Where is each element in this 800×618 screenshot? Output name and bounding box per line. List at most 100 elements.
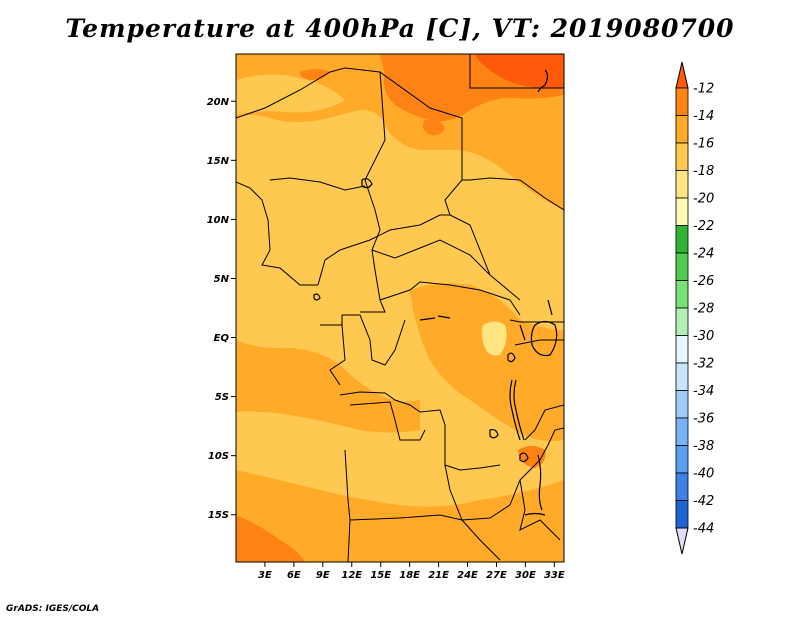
border-path — [364, 71, 386, 211]
colorbar-label: -22 — [693, 219, 714, 234]
lon-tick-label: 6E — [287, 570, 301, 581]
colorbar-top-arrow — [675, 61, 689, 89]
lake-malawi — [537, 454, 543, 511]
colorbar-band — [675, 417, 689, 446]
lon-tick-label: 15E — [370, 570, 391, 581]
colorbar-band — [675, 252, 689, 281]
lon-tick-label: 27E — [486, 570, 507, 581]
colorbar-label: -24 — [693, 247, 714, 262]
border-path — [344, 449, 351, 562]
colorbar-band — [675, 307, 689, 336]
border-path — [371, 239, 491, 276]
lakes — [313, 69, 558, 516]
colorbar-band — [675, 335, 689, 364]
lon-tick-label: 9E — [316, 570, 330, 581]
field-cool-patch — [481, 321, 507, 356]
border-path — [379, 281, 521, 316]
border-path — [236, 67, 521, 301]
colorbar-label: -14 — [693, 109, 714, 124]
field-band-west — [236, 340, 420, 433]
field-band-east — [410, 283, 564, 442]
lat-tick-label: 10S — [208, 451, 229, 462]
colorbar-band — [675, 170, 689, 199]
lake-tanganyika — [509, 379, 525, 441]
temperature-field — [236, 54, 564, 562]
colorbar-band — [675, 445, 689, 474]
lon-tick-label: 18E — [399, 570, 420, 581]
lake-mweru — [489, 428, 499, 439]
colorbar-label: -32 — [693, 357, 714, 372]
chart-title: Temperature at 400hPa [C], VT: 201908070… — [65, 14, 735, 43]
border-path — [462, 177, 564, 211]
lat-tick-label: 5S — [215, 392, 229, 403]
lat-tick-label: 15N — [207, 156, 230, 167]
colorbar-label: -18 — [693, 164, 714, 179]
field-hot-sw — [236, 515, 305, 562]
longitude-axis: 3E 6E 9E 12E 15E 18E 21E 24E 27E 30E 33E — [258, 562, 565, 581]
lat-tick-label: 5N — [214, 274, 230, 285]
colorbar-band — [675, 115, 689, 144]
colorbar-label: -44 — [693, 522, 714, 537]
border-path — [317, 214, 450, 286]
latitude-axis: 20N 15N 10N 5N EQ 5S 10S 15S — [207, 97, 236, 521]
lat-tick-label: 15S — [208, 510, 229, 521]
border-path — [360, 209, 386, 313]
lon-tick-label: 30E — [515, 570, 536, 581]
lake-lake-chad — [361, 178, 373, 189]
colorbar-label: -38 — [693, 439, 714, 454]
lake-victoria — [530, 320, 558, 357]
colorbar-label: -36 — [693, 412, 714, 427]
field-hot-ne — [475, 54, 564, 89]
field-band-south — [236, 470, 564, 562]
border-path — [320, 314, 406, 366]
lake-kivu — [507, 352, 516, 363]
lon-tick-label: 12E — [341, 570, 362, 581]
colorbar-band — [675, 500, 689, 529]
colorbar-band — [675, 142, 689, 171]
lake-coastal — [313, 293, 321, 301]
border-path — [329, 324, 346, 386]
colorbar-band — [675, 472, 689, 501]
border-path — [339, 391, 501, 471]
colorbar-label: -28 — [693, 302, 714, 317]
field-warm-spot-1 — [423, 119, 445, 136]
colorbar: -12 -14 -16 -18 -20 -22 -24 -26 -28 -30 -32 -34 -36 -… — [675, 61, 714, 555]
colorbar-bottom-arrow — [675, 527, 689, 555]
map-frame — [235, 53, 565, 563]
border-path — [269, 177, 366, 191]
country-borders — [236, 54, 564, 562]
colorbar-band — [675, 280, 689, 309]
border-path — [519, 479, 561, 541]
field-warm-spot-2 — [300, 69, 330, 80]
lon-tick-label: 33E — [544, 570, 565, 581]
colorbar-label: -20 — [693, 192, 714, 207]
colorbar-band — [675, 197, 689, 226]
border-path — [524, 404, 564, 441]
lon-tick-label: 21E — [428, 570, 449, 581]
lake-rudolf — [547, 299, 553, 316]
lake-lualaba — [419, 315, 451, 321]
border-path — [349, 504, 511, 521]
colorbar-band — [675, 390, 689, 419]
colorbar-label: -12 — [693, 82, 714, 97]
lon-tick-label: 3E — [258, 570, 272, 581]
lake-kariba — [524, 512, 546, 516]
lat-tick-label: EQ — [214, 333, 230, 344]
border-path — [349, 401, 426, 441]
colorbar-label: -16 — [693, 137, 714, 152]
lake-bangweulu — [519, 452, 529, 463]
border-path — [236, 181, 318, 286]
colorbar-label: -34 — [693, 384, 714, 399]
lon-tick-label: 24E — [457, 570, 478, 581]
border-path — [444, 464, 463, 521]
border-path — [461, 519, 501, 561]
field-patch-south — [236, 420, 340, 472]
colorbar-band — [675, 225, 689, 254]
colorbar-label: -40 — [693, 467, 714, 482]
colorbar-label: -42 — [693, 494, 714, 509]
credit-label: GrADS: IGES/COLA — [6, 604, 100, 614]
colorbar-label: -26 — [693, 274, 714, 289]
colorbar-band — [675, 87, 689, 116]
border-path — [469, 54, 564, 89]
